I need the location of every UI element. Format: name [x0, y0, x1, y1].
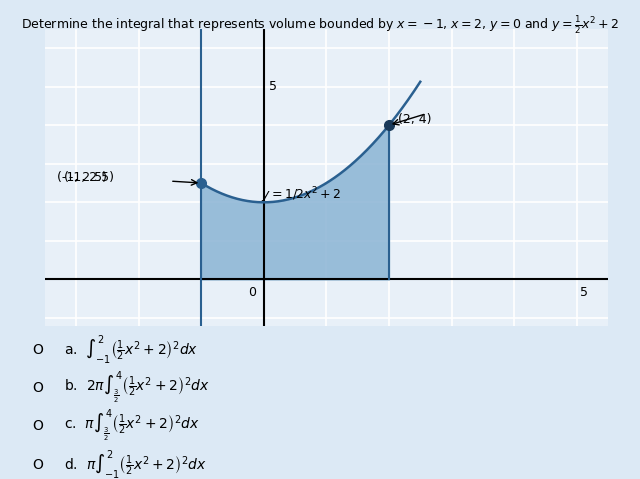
- Text: d.  $\pi \int_{-1}^{2} \left(\frac{1}{2}x^2 + 2\right)^2 dx$: d. $\pi \int_{-1}^{2} \left(\frac{1}{2}x…: [64, 448, 207, 479]
- Text: (-1, 2.5): (-1, 2.5): [63, 171, 113, 184]
- Text: 5: 5: [580, 286, 588, 299]
- Text: b.  $2\pi \int_{\frac{3}{2}}^{4} \left(\frac{1}{2}x^2 + 2\right)^2 dx$: b. $2\pi \int_{\frac{3}{2}}^{4} \left(\f…: [64, 370, 210, 406]
- Text: O: O: [32, 381, 43, 395]
- Text: 5: 5: [269, 80, 277, 93]
- Text: $y = 1/2x^2 + 2$: $y = 1/2x^2 + 2$: [260, 185, 341, 205]
- Text: Determine the integral that represents volume bounded by $x = -1$, $x = 2$, $y =: Determine the integral that represents v…: [20, 14, 620, 36]
- Text: c.  $\pi \int_{\frac{3}{2}}^{4} \left(\frac{1}{2}x^2 + 2\right)^2 dx$: c. $\pi \int_{\frac{3}{2}}^{4} \left(\fr…: [64, 408, 200, 445]
- Text: 0: 0: [248, 286, 256, 299]
- Text: (-1, 2.5): (-1, 2.5): [58, 171, 108, 184]
- Text: O: O: [32, 419, 43, 433]
- Text: O: O: [32, 342, 43, 357]
- Text: O: O: [32, 457, 43, 472]
- Text: a.  $\int_{-1}^{2} \left(\frac{1}{2}x^2 + 2\right)^2 dx$: a. $\int_{-1}^{2} \left(\frac{1}{2}x^2 +…: [64, 333, 198, 366]
- Text: (2, 4): (2, 4): [398, 113, 432, 126]
